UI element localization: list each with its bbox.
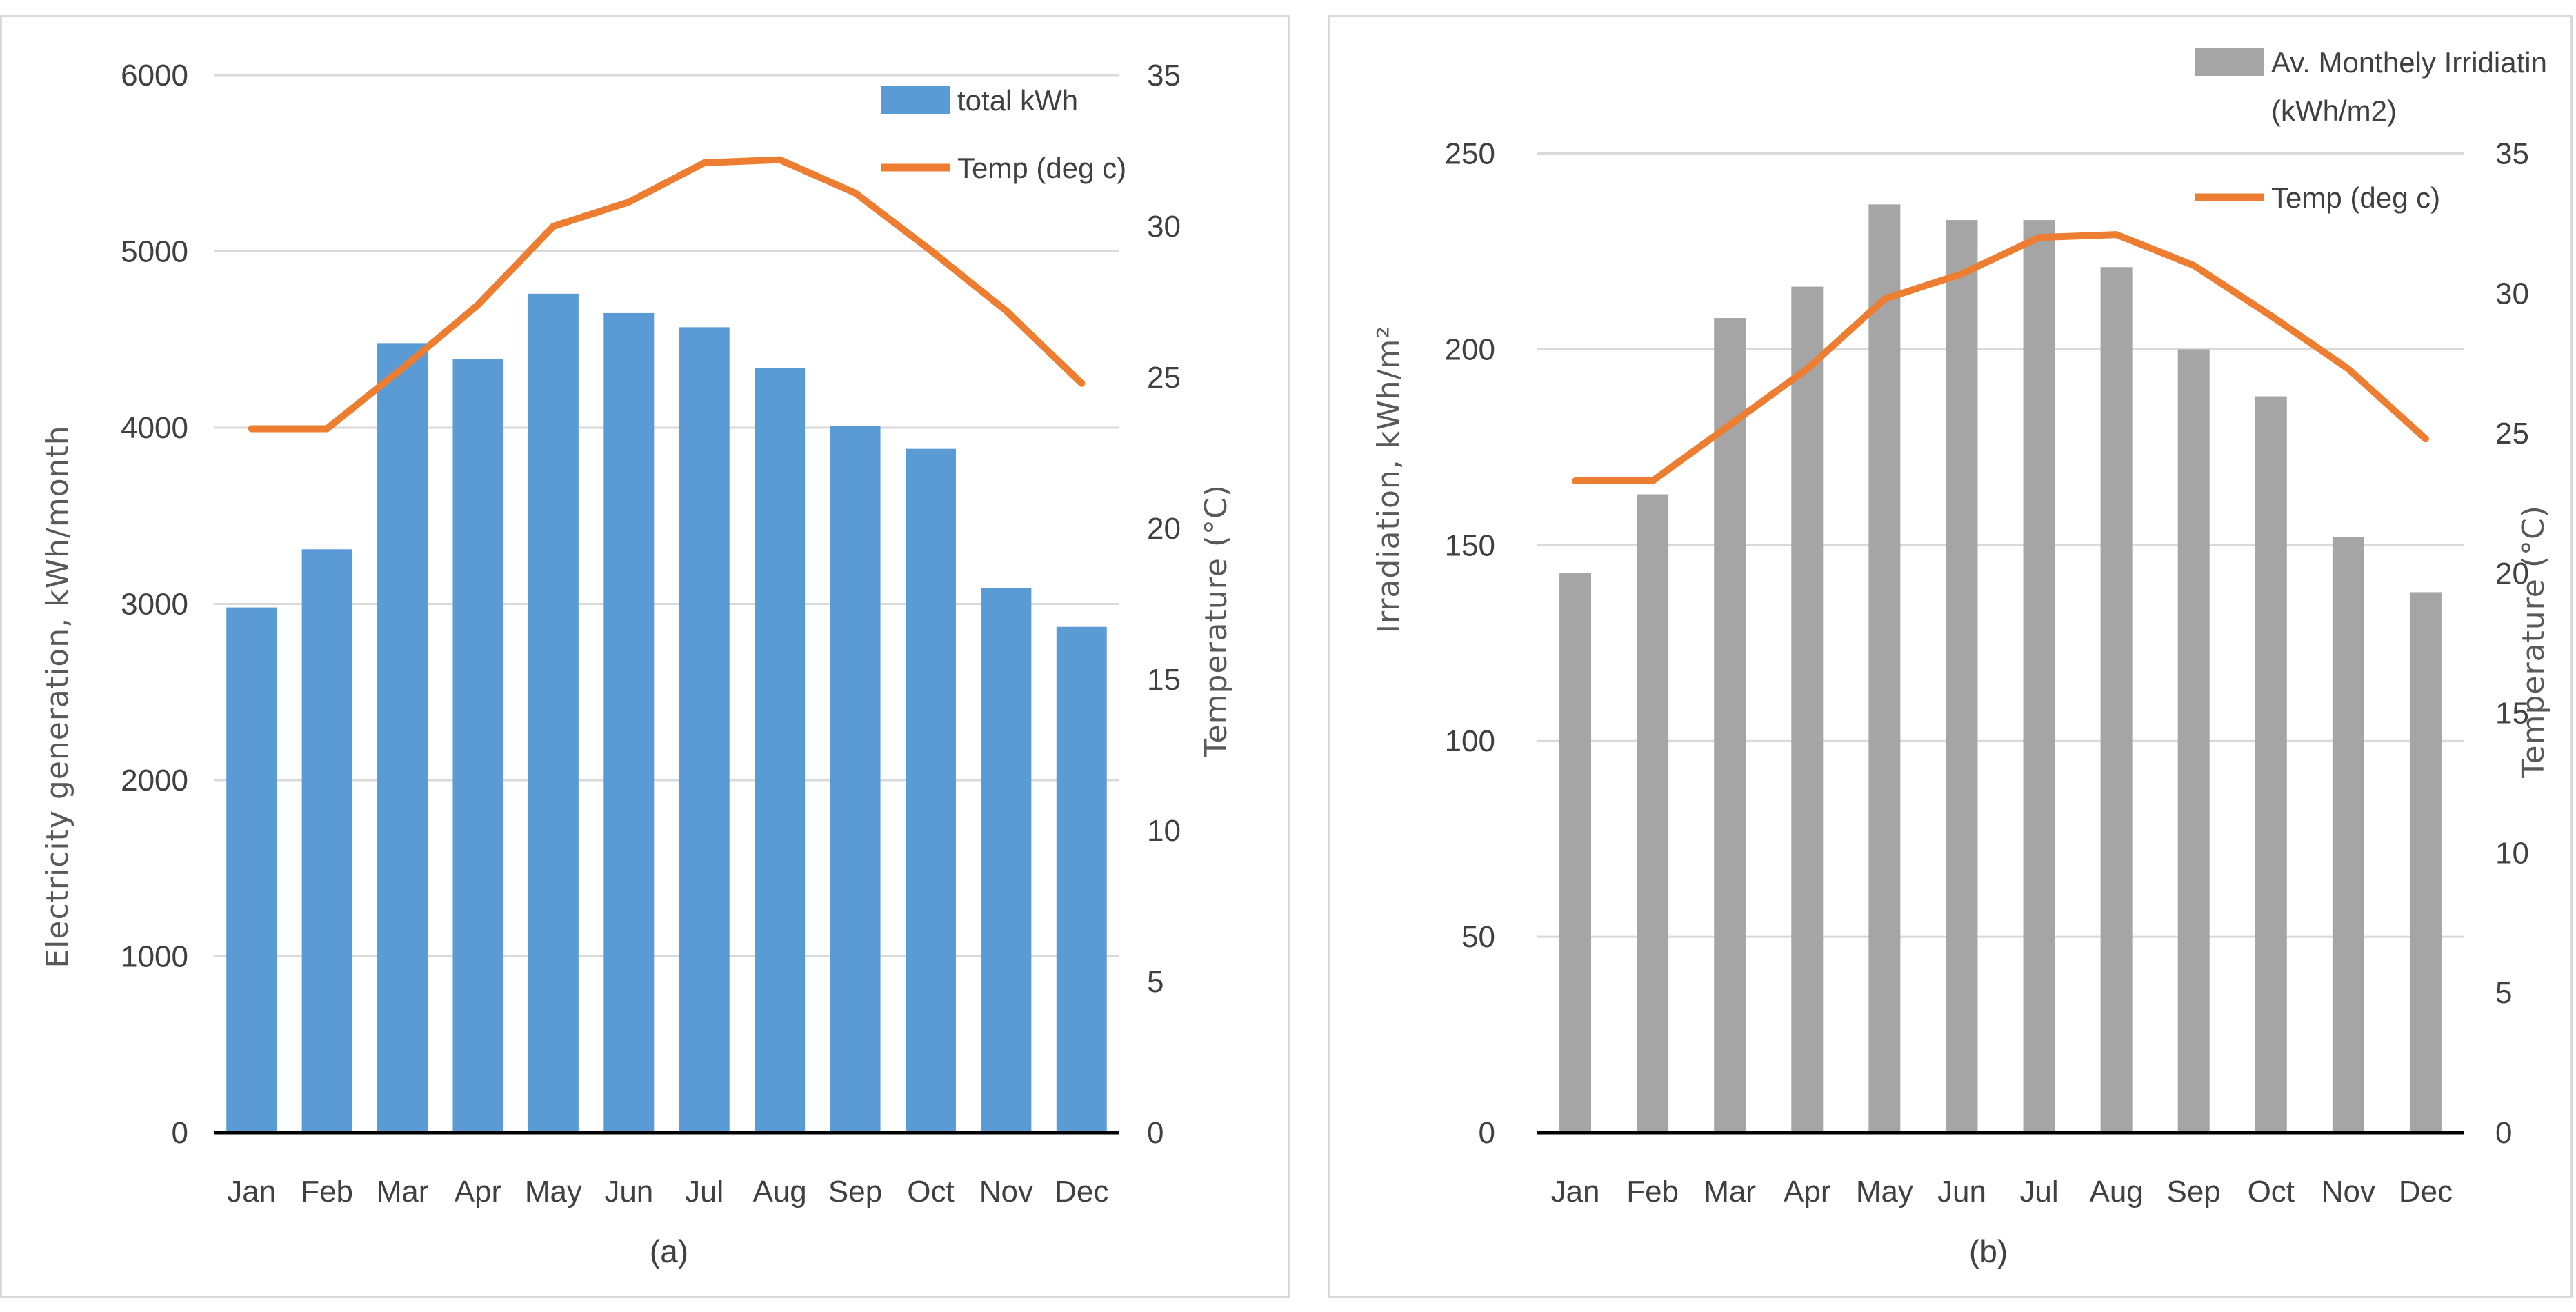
chart-a-svg: 0 1000 2000 3000 4000 5000 6000 0 5 10 15 20 25 30 35 J… — [40, 59, 1234, 1269]
x-tick-label: Nov — [2322, 1175, 2375, 1209]
bar-apr — [1791, 286, 1824, 1133]
x-tick-label: Oct — [907, 1175, 954, 1209]
legend-swatch-bar — [2195, 48, 2264, 76]
y-tick-label: 6000 — [121, 59, 188, 92]
x-tick-label: Jul — [2019, 1175, 2058, 1209]
bar-mar — [377, 343, 428, 1133]
x-tick-label: Apr — [1784, 1175, 1830, 1209]
panel-caption: (a) — [650, 1233, 688, 1269]
bar-may — [1868, 204, 1901, 1133]
bar-jun — [1946, 220, 1978, 1133]
legend-swatch-bar — [881, 86, 950, 114]
bar-sep — [830, 426, 881, 1133]
x-tick-label: May — [525, 1175, 582, 1209]
y-tick-label: 0 — [172, 1116, 188, 1150]
bar-feb — [1637, 494, 1669, 1133]
bar-dec — [1056, 626, 1107, 1133]
y-tick-label: 150 — [1445, 528, 1495, 562]
y2-tick-label: 0 — [1147, 1116, 1164, 1150]
x-tick-label: May — [1856, 1175, 1913, 1209]
bar-nov — [981, 588, 1032, 1133]
y-tick-label: 3000 — [121, 588, 188, 622]
x-tick-label: Jun — [1937, 1175, 1986, 1209]
y2-tick-label: 5 — [1147, 965, 1164, 999]
chart-panel-a: 0 1000 2000 3000 4000 5000 6000 0 5 10 15 20 25 30 35 J… — [0, 15, 1290, 1298]
x-tick-label: Dec — [2399, 1175, 2453, 1209]
y2-tick-label: 20 — [1147, 512, 1181, 546]
x-tick-label: Jan — [1551, 1175, 1600, 1209]
bar-may — [528, 293, 579, 1133]
bar-mar — [1714, 318, 1746, 1133]
x-tick-label: Sep — [2167, 1175, 2221, 1209]
legend-label-bar-line1: Av. Monthely Irridiatin — [2271, 46, 2547, 79]
y-tick-label: 4000 — [121, 411, 188, 445]
y2-tick-label: 10 — [2495, 836, 2529, 870]
y2-axis-title: Temperature (°C) — [1199, 484, 1234, 758]
bar-jul — [679, 327, 730, 1133]
bar-oct — [905, 448, 956, 1133]
bar-jul — [2023, 220, 2055, 1133]
x-tick-label: Mar — [1704, 1175, 1756, 1209]
chart-b-svg: 0 50 100 150 200 250 0 5 10 15 20 25 30 35 Jan Feb Mar Ap… — [1371, 46, 2551, 1269]
bar-jan — [226, 607, 277, 1133]
y2-tick-label: 5 — [2495, 976, 2512, 1010]
x-tick-label: Feb — [301, 1175, 353, 1209]
y2-tick-label: 30 — [2495, 277, 2529, 310]
y2-axis-title: Temperature (°C) — [2516, 505, 2551, 779]
y-tick-label: 50 — [1461, 920, 1495, 954]
x-tick-label: Oct — [2248, 1175, 2295, 1209]
bar-jun — [603, 312, 655, 1133]
y-axis-title: Electricity generation, kWh/month — [40, 425, 75, 968]
chart-panel-b: 0 50 100 150 200 250 0 5 10 15 20 25 30 35 Jan Feb Mar Ap… — [1328, 15, 2573, 1298]
y2-tick-label: 0 — [2495, 1116, 2512, 1150]
y-tick-label: 5000 — [121, 235, 188, 269]
legend-label-line: Temp (deg c) — [957, 152, 1126, 184]
y2-tick-label: 10 — [1147, 814, 1181, 848]
y2-tick-label: 30 — [1147, 210, 1181, 243]
y-tick-label: 100 — [1445, 724, 1495, 758]
x-tick-label: Sep — [828, 1175, 882, 1209]
y2-tick-label: 25 — [1147, 361, 1181, 395]
bar-oct — [2255, 396, 2287, 1133]
temperature-line — [248, 156, 1086, 433]
x-tick-label: Apr — [455, 1175, 501, 1209]
y2-tick-label: 25 — [2495, 417, 2529, 450]
bar-dec — [2409, 592, 2442, 1133]
y-tick-label: 1000 — [121, 940, 188, 974]
x-tick-label: Jul — [685, 1175, 723, 1209]
x-tick-label: Aug — [752, 1175, 806, 1209]
bar-sep — [2177, 349, 2210, 1133]
y2-tick-label: 35 — [1147, 59, 1181, 92]
x-tick-label: Mar — [377, 1175, 429, 1209]
y-tick-label: 0 — [1479, 1116, 1495, 1150]
y-tick-label: 2000 — [121, 764, 188, 797]
x-tick-label: Aug — [2089, 1175, 2143, 1209]
y2-tick-label: 20 — [2495, 557, 2529, 590]
x-tick-label: Nov — [979, 1175, 1033, 1209]
x-tick-label: Dec — [1055, 1175, 1108, 1209]
bar-jan — [1559, 573, 1592, 1133]
y2-tick-label: 15 — [1147, 663, 1181, 697]
y-tick-label: 200 — [1445, 332, 1495, 366]
bar-nov — [2332, 537, 2364, 1133]
y-tick-label: 250 — [1445, 137, 1495, 171]
x-tick-label: Jan — [227, 1175, 276, 1209]
legend-label-bar: total kWh — [957, 84, 1078, 117]
bar-apr — [452, 359, 503, 1133]
y-axis-title: Irradiation, kWh/m² — [1371, 326, 1406, 633]
temperature-line — [1572, 231, 2429, 485]
legend-label-line: Temp (deg c) — [2271, 181, 2440, 214]
x-tick-label: Feb — [1626, 1175, 1679, 1209]
legend-label-bar-line2: (kWh/m2) — [2271, 95, 2397, 127]
bar-aug — [755, 368, 806, 1133]
y2-tick-label: 15 — [2495, 697, 2529, 730]
panel-caption: (b) — [1969, 1233, 2008, 1269]
x-tick-label: Jun — [604, 1175, 653, 1209]
bar-feb — [301, 549, 352, 1133]
y2-tick-label: 35 — [2495, 137, 2529, 171]
bar-aug — [2100, 267, 2133, 1133]
